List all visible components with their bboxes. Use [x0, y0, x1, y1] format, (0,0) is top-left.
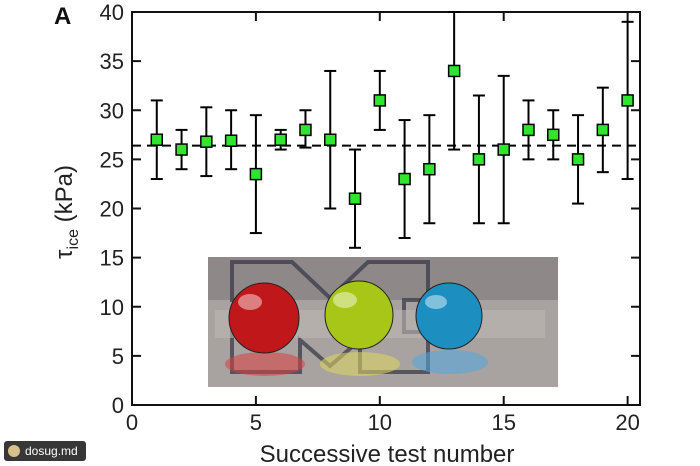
data-point	[274, 133, 287, 146]
y-tick-label: 5	[112, 344, 124, 369]
y-tick-label: 10	[100, 295, 124, 320]
data-point	[547, 128, 560, 142]
x-tick-label: 10	[368, 410, 392, 435]
x-tick-label: 0	[126, 410, 138, 435]
plot-area: 0 5 10 15 20 0 5 10 15 20 25 30 35 40	[100, 0, 641, 435]
yellow-drop	[324, 280, 394, 350]
data-point	[472, 153, 486, 166]
y-tick-label: 15	[100, 246, 124, 271]
watermark: dosug.md	[4, 441, 86, 461]
x-tick-label: 5	[250, 410, 262, 435]
data-point	[224, 134, 238, 147]
y-tick-label: 0	[112, 393, 124, 418]
y-tick-label: 35	[100, 49, 124, 74]
data-point	[150, 133, 164, 146]
data-point	[497, 143, 510, 156]
data-point	[596, 123, 610, 137]
data-point	[398, 172, 411, 186]
data-point	[348, 192, 362, 205]
y-tick-label: 25	[100, 147, 124, 172]
badge-icon	[8, 445, 20, 457]
y-axis-title: τice (kPa)	[51, 165, 82, 259]
data-point	[175, 143, 188, 156]
x-tick-label: 15	[491, 410, 515, 435]
yellow-drop-highlight	[333, 292, 357, 308]
data-point	[249, 167, 263, 181]
yellow-drop-reflection	[320, 352, 400, 376]
y-tick-label: 20	[100, 197, 124, 222]
inset-photo	[208, 257, 558, 387]
data-point	[621, 94, 634, 107]
data-point	[373, 94, 387, 107]
y-axis-title-unit: (kPa)	[51, 165, 78, 229]
x-tick-label: 20	[615, 410, 639, 435]
red-drop-highlight	[238, 294, 262, 310]
data-point	[200, 135, 213, 148]
blue-drop-reflection	[412, 350, 488, 374]
y-axis-title-symbol: τ	[51, 249, 78, 259]
data-point	[522, 123, 535, 137]
y-tick-label: 40	[100, 0, 124, 25]
data-point	[423, 162, 436, 176]
blue-drop-highlight	[425, 295, 447, 309]
y-tick-label: 30	[100, 98, 124, 123]
y-axis-title-subscript: ice	[65, 229, 82, 250]
red-drop-reflection	[225, 352, 305, 376]
data-point	[323, 133, 337, 146]
x-axis-title: Successive test number	[260, 441, 515, 466]
red-drop	[228, 282, 300, 354]
panel-label: A	[54, 3, 71, 30]
blue-drop	[415, 282, 483, 350]
watermark-text: dosug.md	[25, 444, 78, 458]
data-point	[447, 64, 461, 78]
data-point	[299, 123, 312, 137]
data-point	[571, 153, 585, 166]
